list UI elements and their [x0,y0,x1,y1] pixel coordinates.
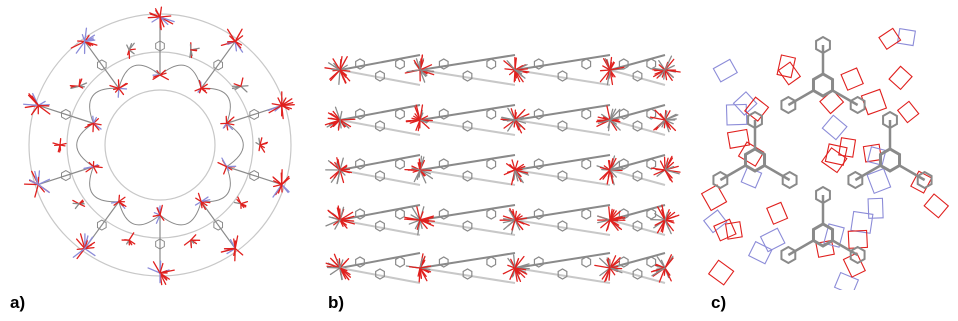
panel-c [690,0,958,290]
panel-b-label: b) [328,293,345,312]
structure-c-image [700,27,950,290]
panel-b [320,0,690,290]
structure-a-image [23,6,295,286]
panel-c-label: c) [711,293,727,312]
panel-a-label: a) [10,293,26,312]
structure-b-image [324,54,681,284]
panel-a [0,0,320,290]
